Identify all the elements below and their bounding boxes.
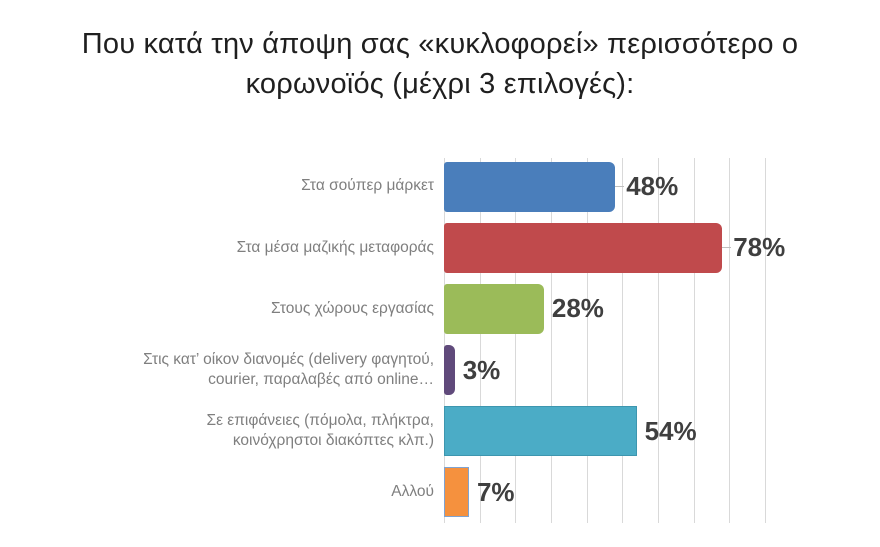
category-label-line: Αλλού bbox=[391, 483, 434, 501]
gridline bbox=[479, 158, 481, 523]
category-label: Στα μέσα μαζικής μεταφοράς bbox=[0, 238, 444, 258]
gridline bbox=[765, 158, 766, 523]
bar-row: Στους χώρους εργασίας 28% bbox=[0, 278, 880, 339]
bar-zone: 28% bbox=[444, 278, 604, 339]
bar-zone: 3% bbox=[444, 340, 500, 401]
value-label: 78% bbox=[733, 232, 786, 263]
chart-title-line-2: κορωνοϊός (μέχρι 3 επιλογές): bbox=[245, 68, 635, 101]
value-label: 28% bbox=[551, 293, 604, 324]
gridline bbox=[658, 158, 659, 523]
bar bbox=[444, 283, 544, 334]
bar bbox=[444, 406, 637, 457]
value-label: 7% bbox=[476, 476, 515, 507]
bar-row: Αλλού 7% bbox=[0, 462, 880, 523]
gridline bbox=[515, 158, 517, 523]
gridline bbox=[693, 158, 695, 523]
category-label-line: κοινόχρηστοι διακόπτες κλπ.) bbox=[232, 432, 434, 450]
gridline bbox=[586, 158, 588, 523]
category-label-line: courier, παραλαβές από online… bbox=[208, 371, 434, 389]
value-label: 54% bbox=[644, 415, 697, 446]
bar-zone: 54% bbox=[444, 401, 697, 462]
category-label: Στους χώρους εργασίας bbox=[0, 299, 444, 319]
category-label: Σε επιφάνειες (πόμολα, πλήκτρα, κοινόχρησ… bbox=[0, 411, 444, 452]
gridline bbox=[444, 158, 445, 523]
chart-title-line-1: Που κατά την άποψη σας «κυκλοφορεί» περι… bbox=[81, 28, 799, 60]
category-label-line: Σε επιφάνειες (πόμολα, πλήκτρα, bbox=[206, 411, 435, 429]
bar bbox=[444, 345, 455, 396]
category-label-line: Στις κατ’ οίκον διανομές (delivery φαγητ… bbox=[143, 350, 434, 368]
bar-zone: 78% bbox=[444, 217, 785, 278]
value-label: 48% bbox=[626, 171, 679, 202]
bar-row: Στα σούπερ μάρκετ 48% bbox=[0, 156, 880, 217]
chart-title: Που κατά την άποψη σας «κυκλοφορεί» περι… bbox=[40, 24, 840, 104]
label-leader-line bbox=[615, 186, 625, 188]
bar bbox=[444, 161, 616, 212]
bar bbox=[444, 467, 469, 518]
gridline bbox=[551, 158, 552, 523]
value-label: 3% bbox=[462, 354, 501, 385]
category-label-line: Στους χώρους εργασίας bbox=[270, 299, 434, 317]
category-label-line: Στα σούπερ μάρκετ bbox=[301, 177, 434, 195]
gridline bbox=[622, 158, 624, 523]
category-label: Στις κατ’ οίκον διανομές (delivery φαγητ… bbox=[0, 350, 444, 391]
gridline bbox=[729, 158, 731, 523]
label-leader-line bbox=[722, 247, 732, 249]
bar-row: Σε επιφάνειες (πόμολα, πλήκτρα, κοινόχρησ… bbox=[0, 401, 880, 462]
category-label: Στα σούπερ μάρκετ bbox=[0, 176, 444, 196]
plot-area bbox=[444, 156, 766, 523]
bar-row: Στα μέσα μαζικής μεταφοράς 78% bbox=[0, 217, 880, 278]
bar-chart: Στα σούπερ μάρκετ 48% Στα μέσα μαζικής μετ… bbox=[0, 156, 880, 523]
category-label-line: Στα μέσα μαζικής μεταφοράς bbox=[236, 238, 434, 256]
bar-row: Στις κατ’ οίκον διανομές (delivery φαγητ… bbox=[0, 340, 880, 401]
bar bbox=[444, 222, 723, 273]
bar-zone: 7% bbox=[444, 462, 515, 523]
category-label: Αλλού bbox=[0, 482, 444, 502]
bar-zone: 48% bbox=[444, 156, 678, 217]
